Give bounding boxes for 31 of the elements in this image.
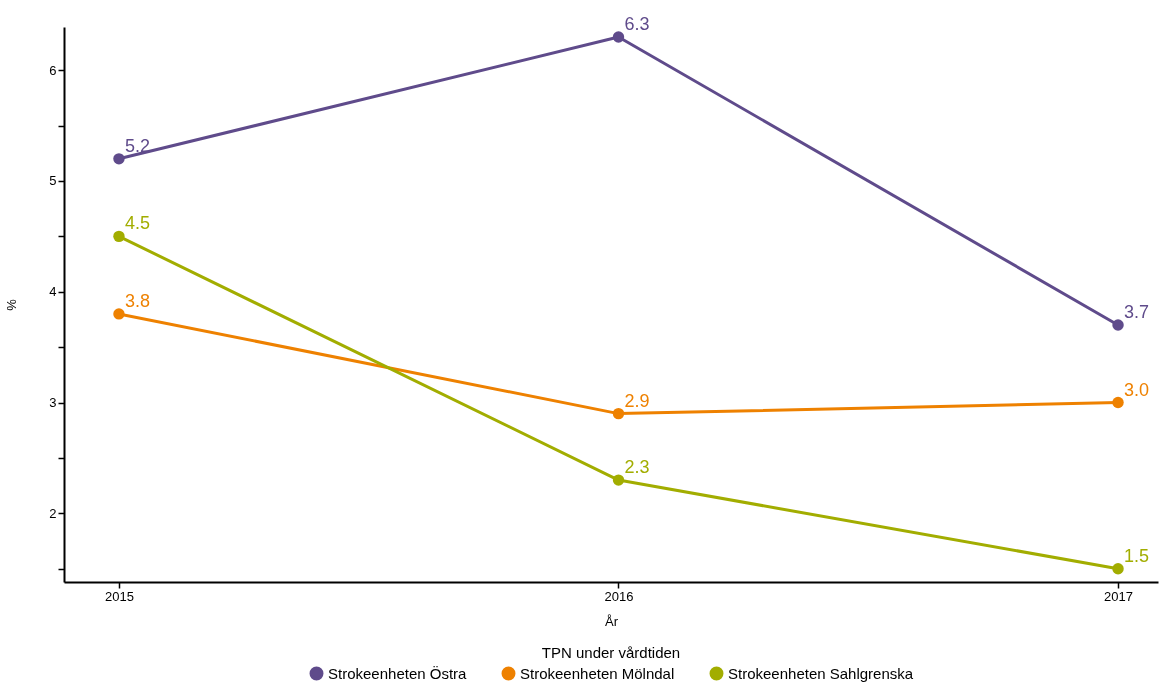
x-tick-label: 2015 — [104, 588, 134, 604]
y-tick-label: 3 — [49, 395, 57, 411]
y-tick-label: 2 — [49, 505, 57, 521]
y-tick-label: 4 — [49, 284, 57, 300]
point — [1112, 563, 1124, 575]
legend-label: Strokeenheten Mölndal — [520, 664, 675, 682]
point — [612, 407, 625, 420]
y-axis-title: % — [4, 298, 20, 311]
point — [612, 31, 625, 43]
data-label: 4.5 — [124, 213, 150, 234]
legend-label: Strokeenheten Sahlgrenska — [728, 664, 914, 682]
y-tick-label: 5 — [49, 173, 57, 189]
data-label: 3.7 — [1124, 301, 1150, 322]
legend-label: Strokeenheten Östra — [328, 664, 468, 682]
point — [1112, 319, 1124, 331]
legend-title: TPN under vårdtiden — [541, 644, 681, 661]
point — [113, 230, 125, 243]
data-label: 3.8 — [124, 290, 150, 311]
data-label: 2.3 — [624, 457, 650, 478]
x-tick-label: 2017 — [1104, 588, 1133, 604]
data-label: 6.3 — [624, 13, 650, 34]
point — [1112, 396, 1124, 409]
data-label: 3.0 — [1124, 379, 1150, 400]
data-label: 1.5 — [1124, 545, 1150, 566]
x-axis-title: År — [605, 613, 619, 629]
point — [113, 308, 125, 320]
point — [113, 153, 125, 165]
y-tick-label: 6 — [49, 62, 57, 78]
data-label: 2.9 — [624, 390, 650, 411]
x-tick-label: 2016 — [604, 588, 634, 604]
point — [612, 474, 625, 486]
